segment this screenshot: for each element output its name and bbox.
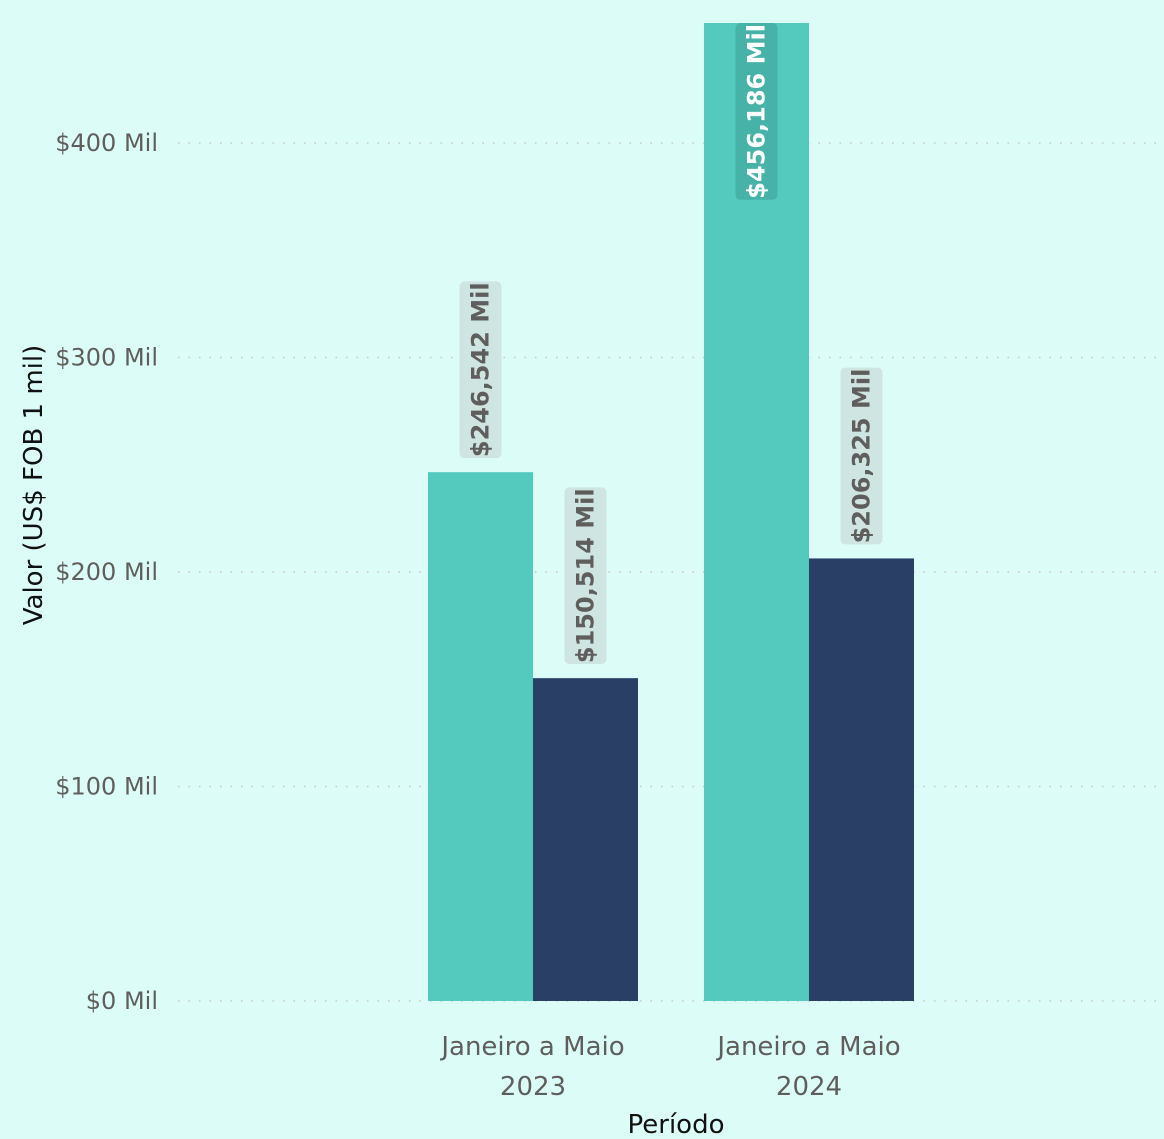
bar [428,472,533,1001]
y-tick-label: $400 Mil [55,129,158,157]
data-label: $456,186 Mil [743,24,771,199]
x-axis-categories: Janeiro a Maio 2023 Janeiro a Maio 2024 [439,1032,900,1102]
data-label-background [459,281,502,459]
y-axis-title: Valor (US$ FOB 1 mil) [19,345,49,626]
data-label-background [564,487,607,665]
y-tick-label: $0 Mil [86,987,158,1015]
x-axis-title: Período [628,1110,725,1139]
y-tick-label: $100 Mil [55,773,158,801]
data-labels: $246,542 Mil $456,186 Mil $150,514 Mil $206… [459,23,883,665]
y-axis-ticks: $0 Mil $100 Mil $200 Mil $300 Mil $400 Mil [55,129,158,1015]
data-label: $206,325 Mil [848,369,876,544]
x-category-label: Janeiro a Maio 2023 [439,1032,624,1102]
gridlines [178,142,1160,1002]
x-category-label: Janeiro a Maio 2024 [715,1032,900,1102]
bar [809,558,914,1001]
data-label: $150,514 Mil [572,488,600,663]
data-label: $246,542 Mil [467,282,495,457]
bar [533,678,638,1001]
y-tick-label: $200 Mil [55,558,158,586]
y-tick-label: $300 Mil [55,344,158,372]
data-label-background [840,367,883,545]
data-label-background [735,23,778,200]
